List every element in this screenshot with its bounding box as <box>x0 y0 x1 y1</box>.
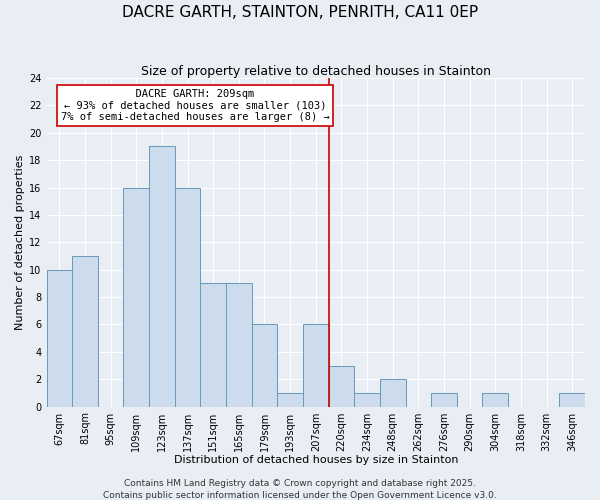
Bar <box>251 324 277 406</box>
Bar <box>200 284 226 406</box>
Bar <box>431 393 457 406</box>
Text: DACRE GARTH: 209sqm  
← 93% of detached houses are smaller (103)
7% of semi-deta: DACRE GARTH: 209sqm ← 93% of detached ho… <box>61 89 329 122</box>
Bar <box>354 393 380 406</box>
Bar <box>124 188 149 406</box>
Bar <box>482 393 508 406</box>
Bar <box>72 256 98 406</box>
X-axis label: Distribution of detached houses by size in Stainton: Distribution of detached houses by size … <box>173 455 458 465</box>
Bar <box>329 366 354 406</box>
Text: DACRE GARTH, STAINTON, PENRITH, CA11 0EP: DACRE GARTH, STAINTON, PENRITH, CA11 0EP <box>122 5 478 20</box>
Text: Contains HM Land Registry data © Crown copyright and database right 2025.
Contai: Contains HM Land Registry data © Crown c… <box>103 478 497 500</box>
Bar <box>277 393 303 406</box>
Bar <box>175 188 200 406</box>
Bar <box>559 393 585 406</box>
Bar <box>303 324 329 406</box>
Bar <box>226 284 251 406</box>
Title: Size of property relative to detached houses in Stainton: Size of property relative to detached ho… <box>141 65 491 78</box>
Bar <box>149 146 175 406</box>
Y-axis label: Number of detached properties: Number of detached properties <box>15 154 25 330</box>
Bar <box>47 270 72 406</box>
Bar <box>380 379 406 406</box>
